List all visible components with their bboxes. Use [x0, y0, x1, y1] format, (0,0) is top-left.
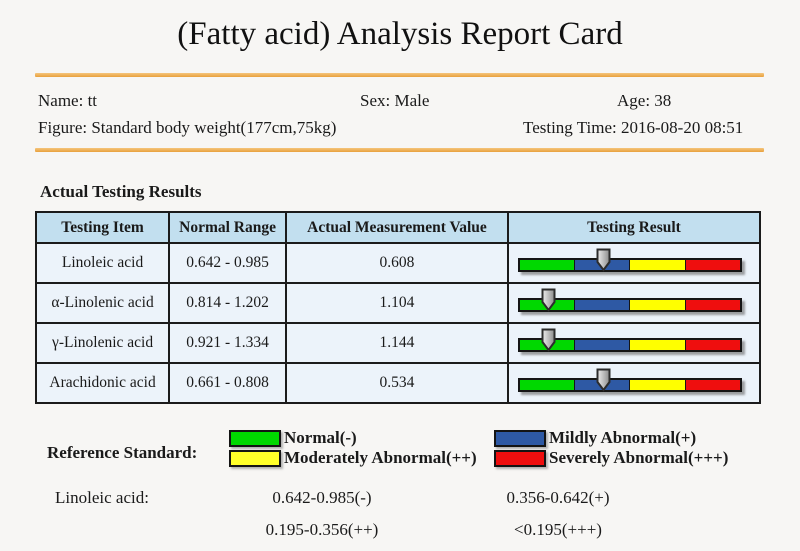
testing-result-cell: [506, 242, 762, 284]
table-row: γ-Linolenic acid 0.921 - 1.334 1.144: [34, 322, 762, 364]
measurement-value-cell: 1.104: [285, 282, 509, 324]
table-row: Arachidonic acid 0.661 - 0.808 0.534: [34, 362, 762, 404]
bar-segment-severe: [684, 339, 740, 350]
col-header-normal-range: Normal Range: [168, 211, 288, 244]
testing-result-cell: [506, 282, 762, 324]
result-pointer-icon: [596, 248, 611, 272]
testing-item-cell: α-Linolenic acid: [34, 282, 171, 324]
bar-segment-severe: [684, 259, 740, 270]
linoleic-range-mild: 0.356-0.642(+): [506, 488, 610, 507]
result-level-bar: [517, 288, 742, 312]
testing-item-cell: Arachidonic acid: [34, 362, 171, 404]
orange-rule: [35, 148, 764, 152]
results-table-body: Linoleic acid 0.642 - 0.985 0.608: [34, 242, 762, 404]
testing-item-cell: γ-Linolenic acid: [34, 322, 171, 364]
bar-segment-normal: [519, 379, 575, 390]
patient-sex: Sex: Male: [360, 91, 430, 110]
testing-result-cell: [506, 362, 762, 404]
normal-range-cell: 0.642 - 0.985: [168, 242, 288, 284]
legend-item-mildly-abnormal: Mildly Abnormal(+): [494, 428, 696, 448]
patient-age: Age: 38: [617, 91, 672, 110]
legend-item-label: Mildly Abnormal(+): [549, 428, 697, 447]
legend-item-label: Severely Abnormal(+++): [549, 448, 729, 467]
patient-figure: Figure: Standard body weight(177cm,75kg): [38, 118, 337, 137]
result-pointer-icon: [596, 368, 611, 392]
testing-time: Testing Time: 2016-08-20 08:51: [523, 118, 744, 137]
measurement-value-cell: 0.608: [285, 242, 509, 284]
normal-color-swatch: [229, 429, 281, 447]
linoleic-acid-label: Linoleic acid:: [55, 488, 149, 507]
bar-segment-moderate: [629, 259, 685, 270]
table-row: Linoleic acid 0.642 - 0.985 0.608: [34, 242, 762, 284]
reference-standard-label: Reference Standard:: [47, 443, 198, 462]
normal-range-cell: 0.921 - 1.334: [168, 322, 288, 364]
severely-abnormal-color-swatch: [494, 449, 546, 467]
normal-range-cell: 0.814 - 1.202: [168, 282, 288, 324]
table-row: α-Linolenic acid 0.814 - 1.202 1.104: [34, 282, 762, 324]
col-header-testing-result: Testing Result: [506, 211, 762, 244]
patient-name: Name: tt: [38, 91, 98, 110]
result-level-bar: [517, 328, 742, 352]
testing-result-cell: [506, 322, 762, 364]
bar-segment-moderate: [629, 379, 685, 390]
results-heading: Actual Testing Results: [40, 182, 202, 201]
bar-segment-mild: [574, 339, 630, 350]
legend-item-label: Moderately Abnormal(++): [284, 448, 477, 467]
measurement-value-cell: 1.144: [285, 322, 509, 364]
linoleic-range-severe: <0.195(+++): [514, 520, 602, 539]
mildly-abnormal-color-swatch: [494, 429, 546, 447]
testing-item-cell: Linoleic acid: [34, 242, 171, 284]
legend-item-label: Normal(-): [284, 428, 357, 447]
linoleic-range-moderate: 0.195-0.356(++): [265, 520, 379, 539]
measurement-value-cell: 0.534: [285, 362, 509, 404]
normal-range-cell: 0.661 - 0.808: [168, 362, 288, 404]
bar-segment-moderate: [629, 339, 685, 350]
bar-segment-moderate: [629, 299, 685, 310]
result-level-bar: [517, 368, 742, 392]
results-table: Testing Item Normal Range Actual Measure…: [34, 211, 762, 404]
legend-item-severely-abnormal: Severely Abnormal(+++): [494, 448, 728, 468]
table-header-row: Testing Item Normal Range Actual Measure…: [34, 211, 762, 244]
orange-rule: [35, 73, 764, 77]
bar-segment-severe: [684, 379, 740, 390]
bar-segment-mild: [574, 299, 630, 310]
moderately-abnormal-color-swatch: [229, 449, 281, 467]
linoleic-range-normal: 0.642-0.985(-): [272, 488, 372, 507]
bar-segment-severe: [684, 299, 740, 310]
col-header-testing-item: Testing Item: [34, 211, 171, 244]
col-header-measurement: Actual Measurement Value: [285, 211, 509, 244]
result-pointer-icon: [541, 288, 556, 312]
result-pointer-icon: [541, 328, 556, 352]
legend-item-normal: Normal(-): [229, 428, 357, 448]
bar-segment-normal: [519, 259, 575, 270]
page-title: (Fatty acid) Analysis Report Card: [177, 16, 623, 52]
result-level-bar: [517, 248, 742, 272]
legend-item-moderately-abnormal: Moderately Abnormal(++): [229, 448, 477, 468]
